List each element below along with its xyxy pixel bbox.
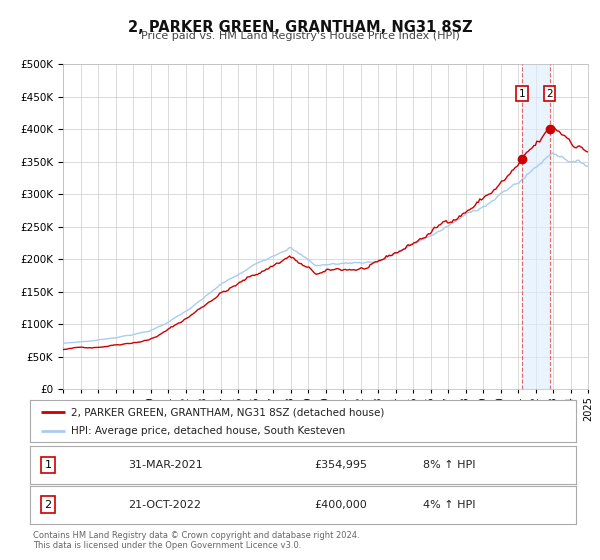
Text: 2, PARKER GREEN, GRANTHAM, NG31 8SZ: 2, PARKER GREEN, GRANTHAM, NG31 8SZ bbox=[128, 20, 472, 35]
Text: £400,000: £400,000 bbox=[314, 500, 367, 510]
Text: 2: 2 bbox=[44, 500, 52, 510]
Text: Price paid vs. HM Land Registry's House Price Index (HPI): Price paid vs. HM Land Registry's House … bbox=[140, 31, 460, 41]
Text: 31-MAR-2021: 31-MAR-2021 bbox=[128, 460, 203, 470]
Text: This data is licensed under the Open Government Licence v3.0.: This data is licensed under the Open Gov… bbox=[33, 541, 301, 550]
Text: Contains HM Land Registry data © Crown copyright and database right 2024.: Contains HM Land Registry data © Crown c… bbox=[33, 531, 359, 540]
Text: HPI: Average price, detached house, South Kesteven: HPI: Average price, detached house, Sout… bbox=[71, 426, 345, 436]
Bar bbox=[523, 64, 550, 389]
Text: 4% ↑ HPI: 4% ↑ HPI bbox=[423, 500, 476, 510]
Text: 21-OCT-2022: 21-OCT-2022 bbox=[128, 500, 201, 510]
Text: 8% ↑ HPI: 8% ↑ HPI bbox=[423, 460, 476, 470]
Text: 2, PARKER GREEN, GRANTHAM, NG31 8SZ (detached house): 2, PARKER GREEN, GRANTHAM, NG31 8SZ (det… bbox=[71, 407, 385, 417]
Text: 1: 1 bbox=[519, 88, 526, 99]
Text: £354,995: £354,995 bbox=[314, 460, 367, 470]
Text: 1: 1 bbox=[44, 460, 52, 470]
Text: 2: 2 bbox=[546, 88, 553, 99]
